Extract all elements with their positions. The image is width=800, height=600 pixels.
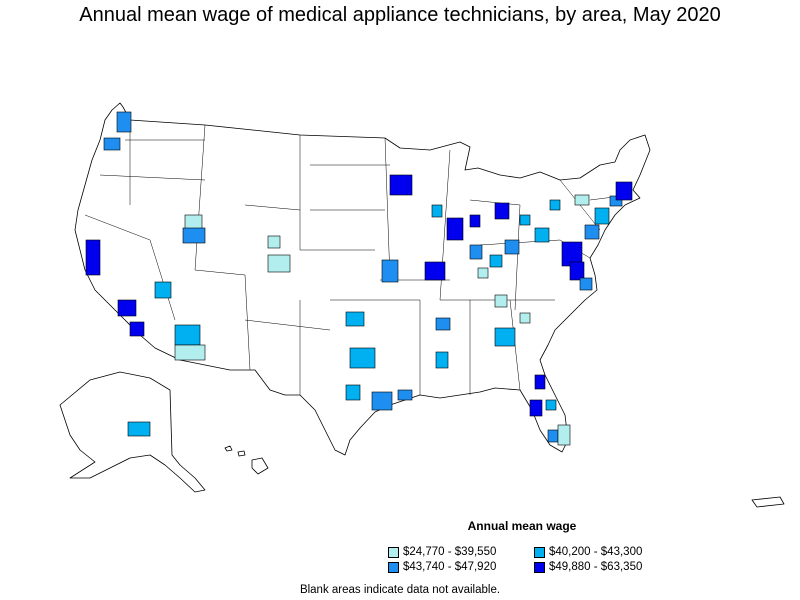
pr-island <box>751 496 785 508</box>
legend-item-2: $40,200 - $43,300 <box>534 546 642 559</box>
hawaii-island-2 <box>237 450 246 457</box>
area-nyc <box>594 207 610 225</box>
legend-swatch-3 <box>388 562 399 573</box>
area-va-beach <box>579 277 593 291</box>
area-fort-myers <box>547 429 559 443</box>
area-chicago <box>446 217 464 241</box>
hawaii-island-1 <box>224 445 233 452</box>
area-tucson <box>174 344 206 361</box>
area-seattle <box>116 111 132 133</box>
area-kentucky <box>477 267 489 279</box>
area-austin <box>345 384 361 401</box>
area-milwaukee <box>431 204 443 218</box>
area-colo-n <box>267 235 281 249</box>
legend-swatch-4 <box>534 562 545 573</box>
area-memphis <box>435 317 451 331</box>
area-oklahoma <box>345 311 365 327</box>
area-houston <box>371 391 393 411</box>
area-las-vegas <box>154 281 172 299</box>
area-baltimore <box>569 261 585 281</box>
area-jacksonville <box>534 374 546 390</box>
area-cincinnati <box>489 254 503 268</box>
area-miami <box>557 424 571 446</box>
legend-label-4: $49,880 - $63,350 <box>549 561 643 573</box>
area-mich-w <box>469 214 481 228</box>
area-kansas-city <box>381 259 399 283</box>
area-buffalo <box>549 199 561 211</box>
area-indianapolis <box>469 244 483 260</box>
area-philadelphia <box>584 224 600 240</box>
area-detroit <box>494 202 510 220</box>
legend-item-1: $24,770 - $39,550 <box>388 546 496 559</box>
area-anchorage <box>127 421 151 437</box>
area-boston <box>615 181 633 201</box>
area-mississippi <box>435 351 449 369</box>
area-upstate-ny <box>574 194 590 206</box>
map-title: Annual mean wage of medical appliance te… <box>79 4 721 26</box>
area-tampa <box>529 399 543 417</box>
footnote: Blank areas indicate data not available. <box>299 584 501 596</box>
area-minneapolis <box>389 174 413 196</box>
area-salt-lake <box>184 214 203 230</box>
legend-label-3: $43,740 - $47,920 <box>403 561 497 573</box>
area-phoenix <box>174 324 201 346</box>
area-pittsburgh <box>534 227 550 243</box>
area-st-louis <box>424 261 446 281</box>
area-bay-area <box>85 239 101 276</box>
legend-label-1: $24,770 - $39,550 <box>403 546 497 558</box>
legend-swatch-2 <box>534 547 545 558</box>
legend-title: Annual mean wage <box>467 519 577 533</box>
area-columbus <box>504 239 520 255</box>
area-portland <box>103 137 121 151</box>
legend-label-2: $40,200 - $43,300 <box>549 546 643 558</box>
area-cleveland <box>519 214 531 226</box>
area-orlando <box>545 399 557 411</box>
area-san-diego <box>129 321 145 337</box>
area-charlotte <box>519 312 531 324</box>
legend-item-3: $43,740 - $47,920 <box>388 561 496 574</box>
area-la <box>117 299 137 317</box>
legend-swatch-1 <box>388 547 399 558</box>
area-louisiana <box>397 389 413 401</box>
area-utah <box>182 227 206 244</box>
hawaii-island-3 <box>251 457 269 475</box>
area-nashville <box>494 294 508 308</box>
area-denver <box>267 254 291 273</box>
area-dallas <box>349 347 376 369</box>
legend-item-4: $49,880 - $63,350 <box>534 561 642 574</box>
area-atlanta <box>494 327 516 347</box>
